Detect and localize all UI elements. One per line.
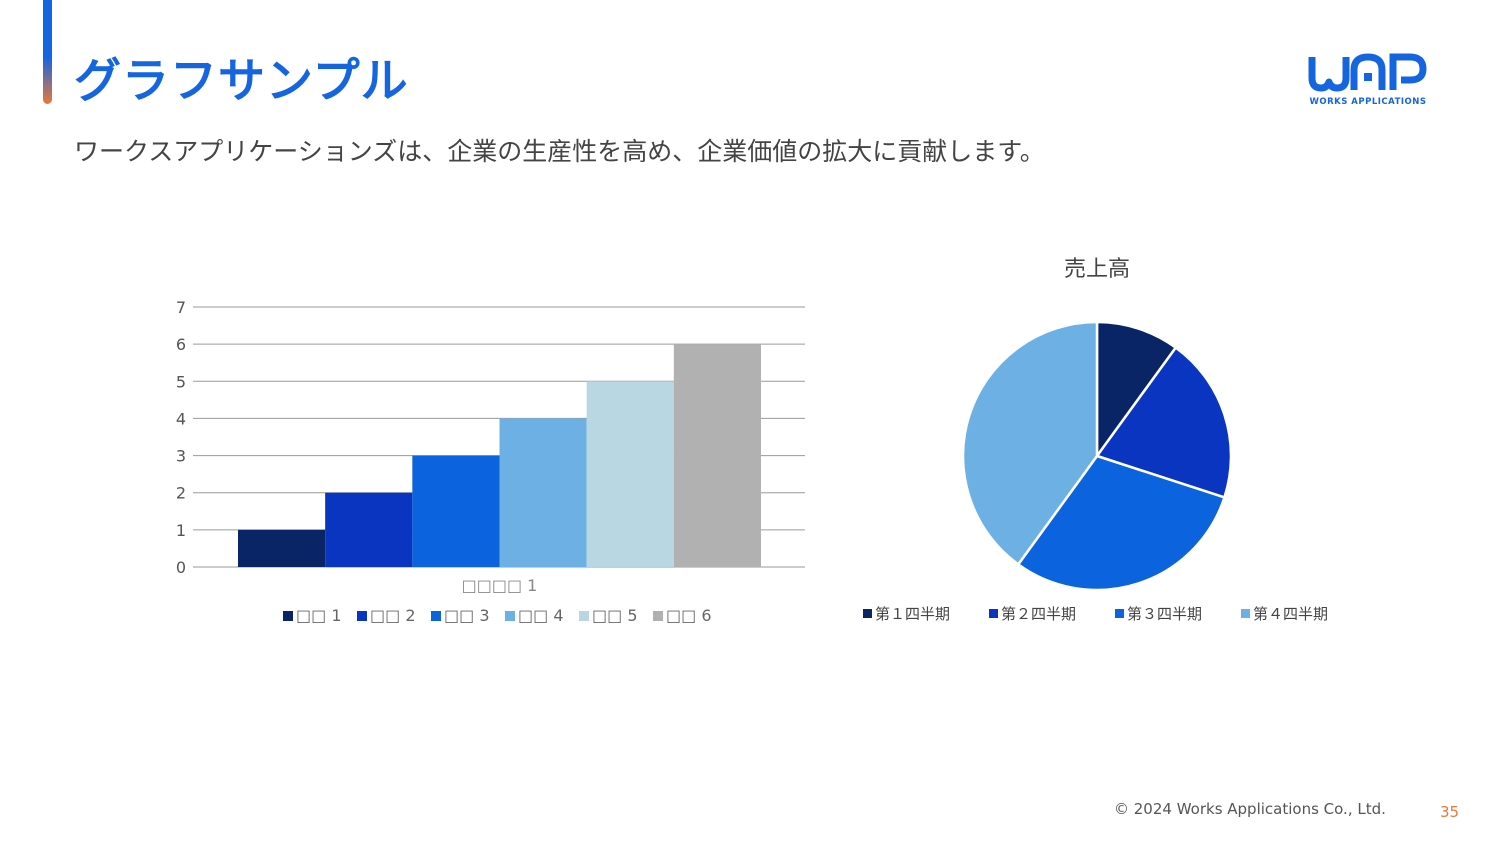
pie-slice-3 (1016, 454, 1227, 592)
legend-label-5: □□ 5 (592, 606, 638, 625)
bar-5 (586, 381, 674, 567)
legend-label-4: □□ 4 (518, 606, 564, 625)
y-tick-label-7: 7 (176, 298, 186, 317)
bar-6 (673, 344, 761, 567)
bar-2 (325, 492, 413, 567)
pie-title: 売上高 (1064, 257, 1130, 282)
pie-legend-swatch-3 (1115, 609, 1124, 618)
y-tick-label-6: 6 (176, 335, 186, 354)
legend-swatch-5 (579, 611, 589, 621)
logo-subtext: WORKS APPLICATIONS (1309, 97, 1427, 107)
bar-3 (412, 455, 500, 567)
bar-chart: 0 1 2 3 4 5 6 7 □□□□ 1 □□ 1 □□ 2 □□ 3 □□ 4 □□ 5 □□ 6 (176, 298, 805, 625)
legend-swatch-4 (505, 611, 515, 621)
pie-slice-2 (1094, 345, 1233, 499)
legend-swatch-6 (653, 611, 663, 621)
wap-logo-mark (1308, 53, 1427, 92)
y-tick-label-4: 4 (176, 409, 186, 428)
y-tick-label-1: 1 (176, 521, 186, 540)
pie-legend-swatch-4 (1241, 609, 1250, 618)
x-category-label: □□□□ 1 (462, 576, 538, 595)
wap-logo: WORKS APPLICATIONS (1306, 52, 1430, 112)
legend-label-1: □□ 1 (296, 606, 342, 625)
page-number: 35 (1440, 803, 1460, 821)
y-tick-label-5: 5 (176, 372, 186, 391)
legend-swatch-2 (357, 611, 367, 621)
legend-label-6: □□ 6 (666, 606, 712, 625)
bar-1 (238, 529, 326, 567)
pie-legend-swatch-2 (989, 609, 998, 618)
bar-4 (499, 418, 587, 567)
pie-legend-label-3: 第３四半期 (1127, 605, 1202, 623)
pie-legend-label-4: 第４四半期 (1253, 605, 1328, 623)
legend-swatch-3 (431, 611, 441, 621)
legend-swatch-1 (283, 611, 293, 621)
legend-label-3: □□ 3 (444, 606, 490, 625)
pie-legend-label-1: 第１四半期 (875, 605, 950, 623)
pie-legend-swatch-1 (863, 609, 872, 618)
copyright-text: © 2024 Works Applications Co., Ltd. (1114, 800, 1386, 818)
y-tick-label-0: 0 (176, 558, 186, 577)
page-subtitle: ワークスアプリケーションズは、企業の生産性を高め、企業価値の拡大に貢献します。 (74, 137, 1045, 166)
pie-slice-1 (1095, 320, 1178, 460)
y-tick-label-2: 2 (176, 484, 186, 503)
legend-label-2: □□ 2 (370, 606, 416, 625)
y-tick-label-3: 3 (176, 447, 186, 466)
page-title: グラフサンプル (74, 54, 409, 109)
pie-legend-label-2: 第２四半期 (1001, 605, 1076, 623)
accent-bar (43, 0, 52, 104)
pie-slice-4 (961, 320, 1099, 567)
